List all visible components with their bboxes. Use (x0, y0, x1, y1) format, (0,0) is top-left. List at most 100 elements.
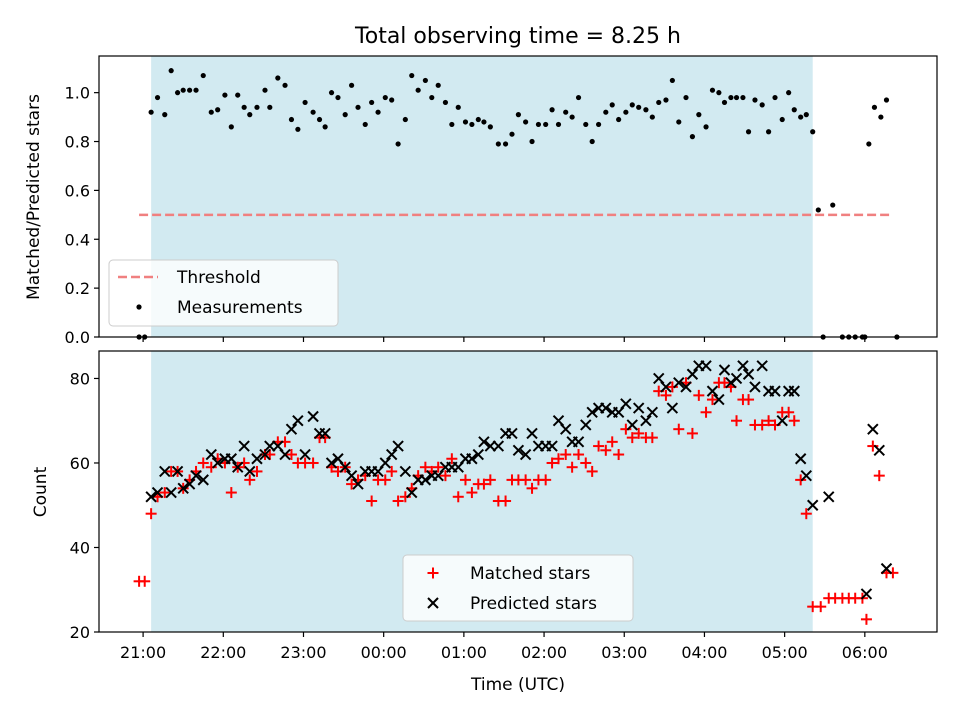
predicted-star-marker (466, 453, 478, 465)
measurement-point (663, 97, 669, 103)
matched-star-marker (633, 427, 645, 439)
predicted-star-marker (769, 385, 781, 397)
measurement-point (569, 114, 575, 120)
predicted-star-marker (713, 393, 725, 406)
matched-star-marker (867, 440, 879, 452)
predicted-star-marker (673, 376, 685, 389)
predicted-star-marker (823, 491, 835, 503)
predicted-star-marker (183, 478, 196, 490)
measurement-point (752, 97, 758, 103)
measurement-point (798, 114, 804, 120)
matched-star-marker (800, 508, 812, 520)
matched-star-marker (452, 491, 464, 503)
x-axis-label: Time (UTC) (470, 675, 565, 695)
matched-star-marker (459, 474, 471, 486)
matched-star-marker (731, 415, 743, 427)
predicted-star-marker (238, 440, 250, 452)
legend-threshold-label: Threshold (176, 268, 261, 288)
count-y-axis-label: Count (31, 466, 51, 517)
legend-matched-swatch (427, 567, 439, 579)
measurement-point (495, 141, 501, 147)
matched-star-marker (386, 465, 398, 477)
ratio-y-axis-ticks: 0.0 0.2 0.4 0.6 0.8 1.0 (65, 84, 99, 347)
predicted-star-marker (788, 385, 800, 397)
measurement-point (515, 112, 522, 118)
predicted-star-marker (666, 402, 679, 414)
measurement-point (222, 92, 228, 98)
measurement-point (208, 109, 214, 115)
x-tick-label: 00:00 (361, 643, 407, 662)
measurement-point (643, 107, 649, 113)
matched-star-marker (560, 449, 572, 461)
predicted-star-marker (406, 486, 418, 499)
matched-star-marker (606, 436, 618, 448)
measurement-point (549, 107, 555, 113)
measurement-point (200, 72, 206, 79)
measurement-point (302, 99, 308, 106)
legend-box (108, 259, 339, 327)
measurement-point (779, 116, 785, 123)
measurement-point (475, 116, 481, 123)
predicted-star-marker (279, 448, 291, 461)
measurement-point (502, 141, 509, 147)
x-tick-label: 23:00 (280, 643, 326, 662)
predicted-star-marker (640, 415, 652, 427)
ratio-y-axis-label: Matched/Predicted stars (24, 94, 44, 300)
measurement-point (469, 121, 475, 128)
measurement-point (740, 94, 746, 101)
matched-star-marker (580, 457, 592, 469)
measurement-point (791, 107, 797, 113)
predicted-star-marker (730, 372, 743, 385)
matched-star-marker (887, 567, 899, 579)
measurement-point (830, 202, 836, 208)
predicted-star-marker (478, 436, 490, 448)
matched-star-marker (478, 478, 490, 490)
legend-predicted-label: Predicted stars (470, 594, 597, 614)
predicted-star-marker (660, 381, 672, 393)
matched-star-marker (520, 474, 532, 486)
x-tick-label: 21:00 (120, 643, 166, 662)
measurement-point (355, 104, 361, 110)
predicted-star-marker (506, 427, 518, 440)
y-tick-label: 1.0 (65, 84, 90, 103)
predicted-star-marker (292, 415, 304, 427)
measurement-point (803, 112, 809, 118)
measurement-point (267, 104, 273, 110)
measurement-point (174, 90, 181, 96)
predicted-star-marker (492, 440, 505, 452)
matched-star-marker (873, 470, 885, 482)
predicted-star-marker (600, 402, 612, 414)
matched-star-marker (815, 601, 827, 613)
predicted-star-marker (776, 415, 788, 427)
measurement-point (375, 109, 381, 115)
predicted-star-marker (718, 364, 731, 376)
predicted-star-marker (680, 381, 692, 393)
matched-star-marker (546, 457, 558, 469)
y-tick-label: 20 (70, 623, 90, 642)
measurement-point (148, 109, 154, 115)
matched-star-marker (706, 394, 718, 406)
measurement-point (335, 94, 341, 101)
y-tick-label: 0.4 (65, 230, 90, 249)
measurement-point (487, 124, 493, 130)
measurement-point (275, 75, 281, 81)
measurement-point (409, 72, 415, 79)
measurement-point (765, 129, 772, 135)
legend-matched-label: Matched stars (470, 564, 590, 584)
measurement-point (689, 134, 696, 140)
matched-star-marker (392, 495, 404, 507)
measurement-point (247, 112, 253, 118)
measurement-point (162, 112, 168, 118)
predicted-star-marker (620, 398, 632, 410)
measurement-point (415, 87, 421, 93)
matched-star-marker (540, 474, 552, 486)
measurement-point (716, 90, 722, 96)
measurement-point (728, 94, 734, 101)
x-tick-label: 02:00 (521, 643, 567, 662)
predicted-star-marker (526, 427, 538, 440)
matched-star-marker (145, 508, 157, 520)
x-tick-label: 05:00 (762, 643, 808, 662)
measurement-point (509, 131, 515, 137)
measurement-point (636, 104, 642, 110)
